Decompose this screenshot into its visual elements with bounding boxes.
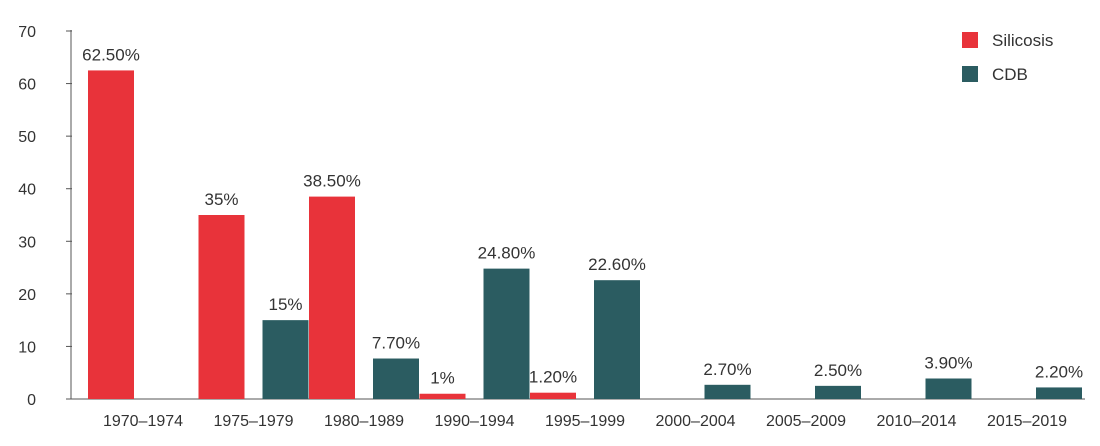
y-axis: 0 10 20 30 40 50 60 70 [18,24,72,409]
bar-silicosis-1 [198,215,245,399]
bar-silicosis-3 [419,393,466,399]
data-label-cdb-5: 2.70% [703,360,751,379]
bars [88,70,1082,399]
y-tick-label: 50 [18,129,36,146]
bar-silicosis-0 [88,70,134,399]
data-labels: 62.50% 35% 38.50% 1% 1.20% 15% 7.70% 24.80% 22.6… [82,45,1083,387]
bar-cdb-7 [925,378,972,399]
data-label-cdb-6: 2.50% [814,361,862,380]
bar-cdb-4 [594,280,640,399]
data-label-silicosis-3: 1% [430,369,455,388]
x-tick-label: 1975–1979 [213,413,293,430]
x-tick-label: 2010–2014 [876,413,956,430]
bar-cdb-8 [1036,387,1082,399]
bar-silicosis-2 [309,196,355,399]
data-label-cdb-2: 7.70% [372,334,420,353]
x-tick-label: 2015–2019 [987,413,1067,430]
data-label-silicosis-0: 62.50% [82,45,140,64]
legend-label-cdb: CDB [992,65,1028,84]
x-axis: 1970–1974 1975–1979 1980–1989 1990–1994 1995… [71,398,1085,430]
y-tick-label: 60 [18,77,36,94]
x-tick-label: 2000–2004 [655,413,735,430]
y-tick-label: 10 [18,339,36,356]
data-label-cdb-3: 24.80% [478,244,536,263]
legend: Silicosis CDB [962,31,1053,84]
data-label-cdb-7: 3.90% [924,353,972,372]
y-tick-label: 40 [18,182,36,199]
data-label-cdb-1: 15% [268,295,302,314]
y-tick-label: 70 [18,24,36,41]
bar-cdb-5 [704,384,751,399]
data-label-silicosis-4: 1.20% [529,368,577,387]
data-label-silicosis-2: 38.50% [303,172,361,191]
x-tick-label: 1970–1974 [103,413,183,430]
bar-cdb-6 [815,385,861,399]
x-tick-label: 1990–1994 [434,413,514,430]
y-tick-label: 20 [18,287,36,304]
x-tick-label: 2005–2009 [766,413,846,430]
y-tick-label: 0 [27,392,36,409]
data-label-cdb-4: 22.60% [588,255,646,274]
data-label-silicosis-1: 35% [204,190,238,209]
legend-swatch-cdb [962,66,978,82]
bar-cdb-1 [262,320,309,399]
data-label-cdb-8: 2.20% [1035,362,1083,381]
x-tick-label: 1995–1999 [545,413,625,430]
bar-cdb-3 [483,268,530,399]
bar-silicosis-4 [530,392,576,399]
legend-swatch-silicosis [962,32,978,48]
y-tick-label: 30 [18,234,36,251]
legend-label-silicosis: Silicosis [992,31,1053,50]
bar-cdb-2 [373,358,419,399]
x-tick-label: 1980–1989 [324,413,404,430]
